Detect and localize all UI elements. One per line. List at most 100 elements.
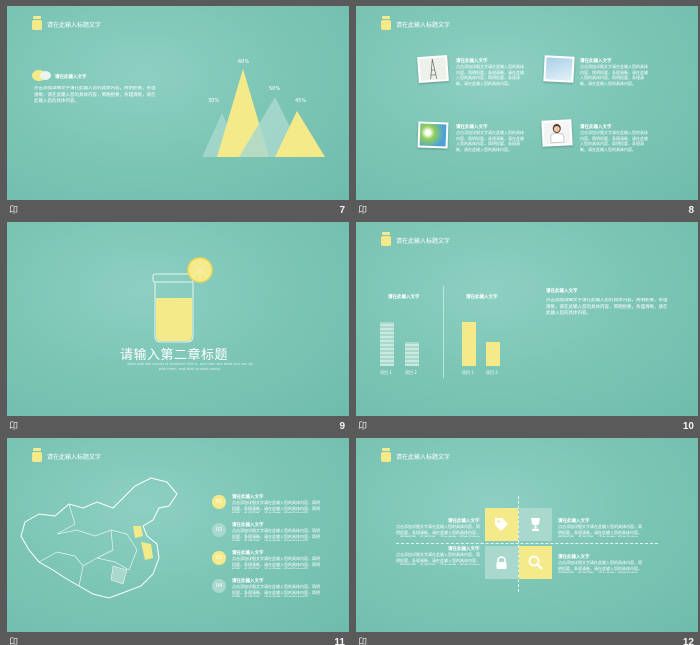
trophy-icon	[519, 508, 552, 541]
bar-label: 项目 2	[405, 370, 417, 375]
slide-thumb-11[interactable]: 请在此输入标题文字 01 请在此输入文字 点击添加详细文字请在此输入您的具体内容…	[7, 438, 349, 645]
item-text: 点击添加详细文字请在此输入您的具体内容，简明扼要，条理清晰，请在此输入您的具体内…	[232, 584, 320, 597]
percent-label: 45%	[295, 98, 307, 104]
item-text: 点击添加详细文字请在此输入您的具体内容，简明扼要，条理清晰，请在此输入您的具体内…	[232, 556, 320, 569]
slide-header-title: 请在此输入标题文字	[396, 22, 451, 29]
slide-footer: 卬 10	[356, 416, 698, 438]
slide-canvas: 请在此输入标题文字 请在此输入文字 项目 1 项目 2 请在此输入文字 项目 1…	[356, 222, 698, 416]
percent-label: 30%	[208, 98, 220, 104]
slide-footer: 卬 9	[7, 416, 349, 438]
photo-woman	[541, 119, 573, 147]
slide-header-title: 请在此输入标题文字	[47, 22, 102, 29]
item-text: 点击添加详细文字请在此输入您的具体内容，简明扼要，条理清晰，请在此输入您的具体内…	[580, 64, 648, 86]
item-text: 点击添加详细文字请在此输入您的具体内容，简明扼要，条理清晰，请在此输入您的具体内…	[232, 500, 320, 513]
photo-sky	[543, 55, 575, 83]
item-text: 点击添加详细文字请在此输入您的具体内容，简明扼要，条理清晰，请在此输入您的具体内…	[580, 130, 648, 152]
page-number: 8	[688, 205, 694, 216]
slide-thumb-12[interactable]: 请在此输入标题文字 请在此输入文字 点击添加详细文字请在此输入您的具体内容，简明…	[356, 438, 698, 645]
dashed-divider	[518, 496, 519, 592]
slide-canvas: 请在此输入标题文字 请在此输入文字 点击添加详细文字请在此输入您的具体内容，简明…	[7, 6, 349, 200]
page-number: 9	[339, 421, 345, 432]
item-title: 请在此输入文字	[448, 519, 480, 524]
jar-icon	[381, 232, 391, 246]
chart-divider	[443, 286, 444, 378]
label-bubble-icon	[32, 70, 52, 81]
percent-label: 50%	[269, 86, 281, 92]
slide-view-icon[interactable]: 卬	[358, 638, 368, 645]
slide-view-icon[interactable]: 卬	[358, 422, 368, 432]
chart-bar	[405, 342, 419, 366]
bar-label: 项目 1	[462, 370, 474, 375]
item-title: 请在此输入文字	[232, 551, 264, 556]
dashed-divider	[396, 543, 658, 544]
jar-icon	[381, 448, 391, 462]
item-text: 点击添加详细文字请在此输入您的具体内容，简明扼要，条理清晰，请在此输入您的具体内…	[558, 560, 642, 573]
item-number: 02	[212, 523, 226, 537]
slide-footer: 卬 11	[7, 632, 349, 645]
item-title: 请在此输入文字	[232, 579, 264, 584]
slide-header-title: 请在此输入标题文字	[396, 454, 451, 461]
item-title: 请在此输入文字	[558, 519, 590, 524]
chart-bar	[486, 342, 500, 366]
jar-icon	[32, 16, 42, 30]
photo-flowers	[417, 121, 449, 149]
item-text: 点击添加详细文字请在此输入您的具体内容，简明扼要，条理清晰，请在此输入您的具体内…	[456, 64, 524, 86]
chart-title: 请在此输入文字	[466, 295, 498, 300]
page-number: 7	[339, 205, 345, 216]
item-text: 点击添加详细文字请在此输入您的具体内容，简明扼要，条理清晰，请在此输入您的具体内…	[232, 528, 320, 541]
chart-bar	[462, 322, 476, 366]
text-title: 请在此输入文字	[546, 289, 578, 294]
body-text: 点击添加详细文字请在此输入您的具体内容，简明扼要，条理清晰，请在此输入您的具体内…	[34, 86, 156, 104]
item-number: 03	[212, 551, 226, 565]
bar-label: 项目 2	[486, 370, 498, 375]
slide-footer: 卬 8	[356, 200, 698, 222]
slide-view-icon[interactable]: 卬	[9, 422, 19, 432]
page-number: 11	[334, 637, 345, 645]
item-title: 请在此输入文字	[232, 523, 264, 528]
item-text: 点击添加详细文字请在此输入您的具体内容，简明扼要，条理清晰，请在此输入您的具体内…	[396, 552, 480, 565]
china-map-icon	[20, 477, 178, 599]
slide-view-icon[interactable]: 卬	[9, 206, 19, 216]
slide-canvas: 请输入第二章标题 Start with the results of whate…	[7, 222, 349, 416]
item-text: 点击添加详细文字请在此输入您的具体内容，简明扼要，条理清晰，请在此输入您的具体内…	[558, 524, 642, 537]
lemonade-jar-icon	[152, 257, 213, 343]
chart-bar	[380, 322, 394, 366]
slide-footer: 卬 7	[7, 200, 349, 222]
search-icon	[519, 546, 552, 579]
slide-thumb-9[interactable]: 请输入第二章标题 Start with the results of whate…	[7, 222, 349, 438]
mountain-chart	[202, 69, 325, 157]
item-number: 04	[212, 579, 226, 593]
item-title: 请在此输入文字	[456, 125, 488, 130]
tag-icon	[485, 508, 518, 541]
item-title: 请在此输入文字	[580, 59, 612, 64]
slide-view-icon[interactable]: 卬	[9, 638, 19, 645]
slide-thumb-10[interactable]: 请在此输入标题文字 请在此输入文字 项目 1 项目 2 请在此输入文字 项目 1…	[356, 222, 698, 438]
item-number: 01	[212, 495, 226, 509]
slide-canvas: 请在此输入标题文字 请在此输入文字 点击添加详细文字请在此输入您的具体内容，简明…	[356, 6, 698, 200]
lock-icon	[485, 546, 518, 579]
bar-label: 项目 1	[380, 370, 392, 375]
photo-eiffel	[417, 54, 449, 84]
item-title: 请在此输入文字	[580, 125, 612, 130]
slide-footer: 卬 12	[356, 632, 698, 645]
item-title: 请在此输入文字	[448, 547, 480, 552]
slide-thumb-8[interactable]: 请在此输入标题文字 请在此输入文字 点击添加详细文字请在此输入您的具体内容，简明…	[356, 6, 698, 222]
page-number: 10	[682, 421, 694, 432]
slide-thumb-7[interactable]: 请在此输入标题文字 请在此输入文字 点击添加详细文字请在此输入您的具体内容，简明…	[7, 6, 349, 222]
jar-icon	[32, 448, 42, 462]
item-title: 请在此输入文字	[456, 59, 488, 64]
percent-label: 60%	[238, 59, 250, 65]
item-title: 请在此输入文字	[232, 495, 264, 500]
jar-icon	[381, 16, 391, 30]
chapter-title: 请输入第二章标题	[120, 348, 229, 363]
item-title: 请在此输入文字	[558, 555, 590, 560]
slide-canvas: 请在此输入标题文字 01 请在此输入文字 点击添加详细文字请在此输入您的具体内容…	[7, 438, 349, 632]
item-text: 点击添加详细文字请在此输入您的具体内容，简明扼要，条理清晰，请在此输入您的具体内…	[456, 130, 524, 152]
page-number: 12	[682, 637, 694, 645]
slide-canvas: 请在此输入标题文字 请在此输入文字 点击添加详细文字请在此输入您的具体内容，简明…	[356, 438, 698, 632]
item-text: 点击添加详细文字请在此输入您的具体内容，简明扼要，条理清晰，请在此输入您的具体内…	[396, 524, 480, 537]
slide-header-title: 请在此输入标题文字	[47, 454, 102, 461]
chart-title: 请在此输入文字	[388, 295, 420, 300]
slide-header-title: 请在此输入标题文字	[396, 238, 451, 245]
slide-view-icon[interactable]: 卬	[358, 206, 368, 216]
